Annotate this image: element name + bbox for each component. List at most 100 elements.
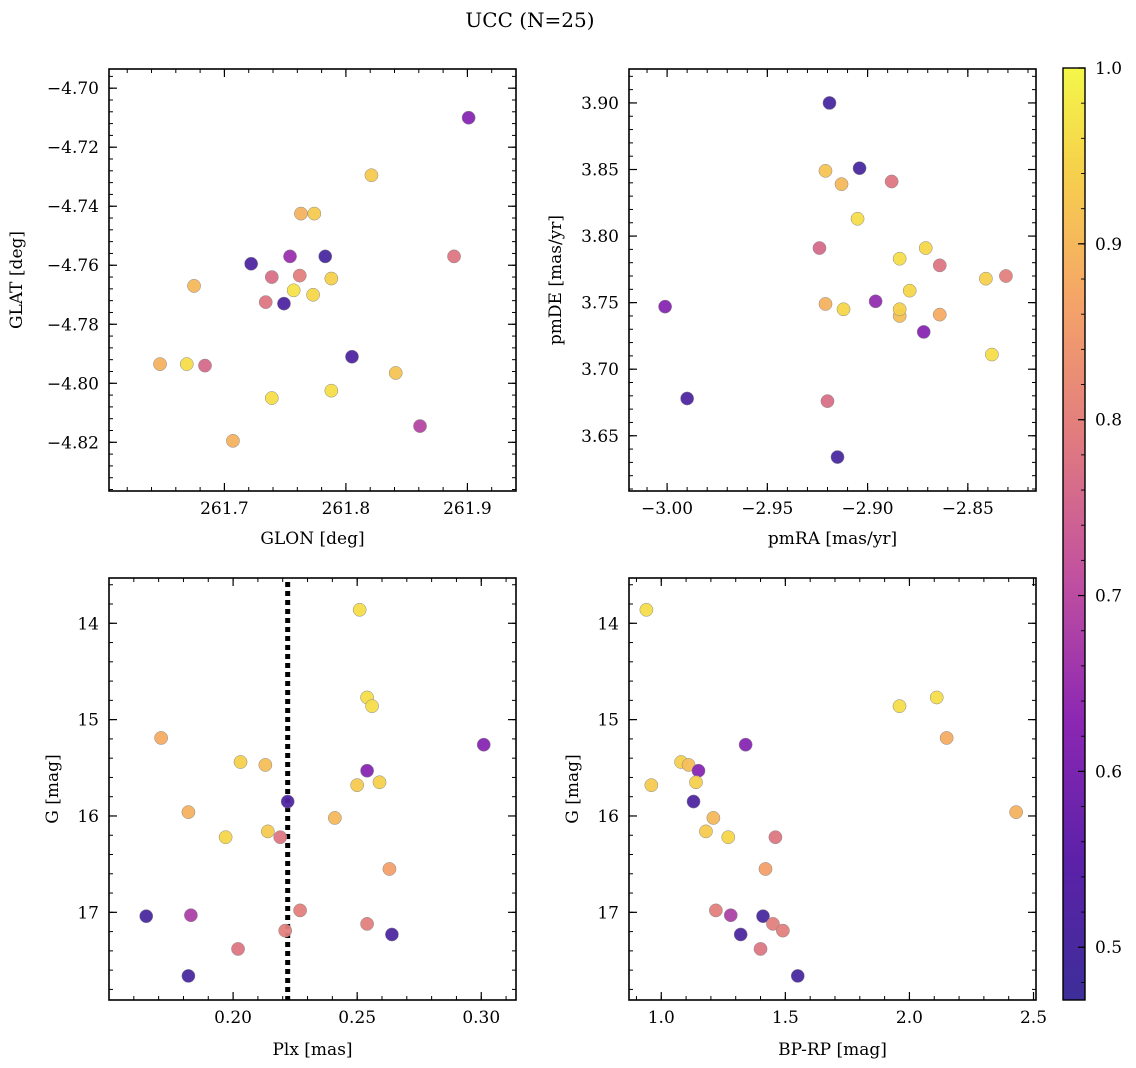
data-point xyxy=(278,923,293,938)
panel-pmra-pmde: −3.00 −2.95 −2.90 −2.85 3.65 3.70 3.75 3.80 3.85… xyxy=(546,68,1037,549)
data-point xyxy=(294,206,308,221)
data-point xyxy=(733,927,748,942)
data-point xyxy=(658,299,672,314)
data-point xyxy=(382,862,397,876)
x-tick-label: 1.0 xyxy=(648,1008,675,1028)
y-tick-label: 15 xyxy=(77,711,99,731)
data-point xyxy=(1009,805,1023,819)
data-point xyxy=(689,775,703,790)
data-point xyxy=(768,830,783,845)
x-tick-label: 0.20 xyxy=(214,1008,252,1028)
data-point xyxy=(932,307,947,322)
data-point xyxy=(461,110,476,125)
data-point xyxy=(283,249,297,264)
colorbar-ticks: 0.5 0.6 0.7 0.8 0.9 1.0 xyxy=(1078,59,1122,983)
data-point xyxy=(850,211,865,226)
y-tick-label: 14 xyxy=(77,614,99,634)
x-tick-label: −2.95 xyxy=(741,499,793,519)
y-tick-label: 15 xyxy=(597,711,619,731)
data-point xyxy=(822,96,837,110)
data-point xyxy=(812,241,827,255)
data-point xyxy=(226,433,240,448)
data-point xyxy=(916,325,931,339)
y-tick-label: −4.76 xyxy=(47,256,99,276)
data-point xyxy=(293,903,307,918)
data-point xyxy=(721,830,736,845)
scatter-points-pmra-pmde xyxy=(658,96,1013,464)
colorbar-tick-label: 0.6 xyxy=(1095,762,1122,782)
data-point xyxy=(756,909,770,924)
y-axis-label: G [mag] xyxy=(43,754,63,823)
scatter-points-glon-glat xyxy=(153,110,476,448)
data-point xyxy=(372,775,387,790)
data-point xyxy=(929,690,944,705)
data-point xyxy=(836,302,851,317)
panel-glon-glat: 261.7 261.8 261.9 −4.70 −4.72 −4.74 −4.76 −4.78… xyxy=(7,68,517,549)
data-point xyxy=(979,271,993,286)
data-point xyxy=(187,279,201,293)
x-tick-label: 2.5 xyxy=(1020,1008,1047,1028)
data-point xyxy=(985,347,999,362)
data-point xyxy=(277,296,291,311)
axes-frame xyxy=(108,577,517,1001)
data-point xyxy=(691,763,706,778)
data-point xyxy=(834,177,849,192)
data-point xyxy=(345,349,359,364)
x-tick-label: −3.00 xyxy=(641,499,693,519)
data-point xyxy=(738,737,753,752)
y-tick-label: 3.75 xyxy=(581,294,619,314)
y-tick-label: 17 xyxy=(597,903,619,923)
y-tick-label: −4.82 xyxy=(47,433,99,453)
x-tick-label: 261.8 xyxy=(322,499,371,519)
data-point xyxy=(153,357,167,371)
y-axis-label: pmDE [mas/yr] xyxy=(546,215,566,345)
axes-frame xyxy=(628,68,1037,492)
x-tick-label: 2.0 xyxy=(896,1008,923,1028)
y-tick-label: −4.70 xyxy=(47,79,99,99)
data-point xyxy=(385,927,399,942)
data-point xyxy=(818,297,833,311)
x-axis-label: Plx [mas] xyxy=(272,1040,352,1060)
colorbar-tick-label: 0.8 xyxy=(1095,411,1122,431)
data-point xyxy=(139,909,154,924)
data-point xyxy=(902,283,917,298)
data-point xyxy=(318,249,333,264)
data-point xyxy=(723,908,738,923)
data-point xyxy=(884,174,899,189)
data-point xyxy=(273,830,288,845)
panel-bprp-g: 1.0 1.5 2.0 2.5 14 15 16 17 BP-RP [mag] G [mag] xyxy=(563,577,1047,1060)
data-point xyxy=(388,366,403,380)
axis-ticks: 261.7 261.8 261.9 −4.70 −4.72 −4.74 −4.76 −4.78… xyxy=(47,69,517,519)
data-point xyxy=(680,391,694,406)
data-point xyxy=(181,805,196,819)
data-point xyxy=(818,163,833,178)
data-point xyxy=(258,295,273,309)
data-point xyxy=(766,917,780,931)
y-tick-label: 3.90 xyxy=(581,94,619,114)
axis-ticks: 1.0 1.5 2.0 2.5 14 15 16 17 xyxy=(597,578,1047,1028)
data-point xyxy=(352,602,367,617)
x-tick-label: −2.90 xyxy=(842,499,894,519)
data-point xyxy=(790,969,805,983)
data-point xyxy=(753,942,768,956)
data-point xyxy=(699,824,713,839)
y-tick-label: 17 xyxy=(77,903,99,923)
y-tick-label: 16 xyxy=(597,807,619,827)
data-point xyxy=(364,168,379,183)
data-point xyxy=(350,778,365,792)
x-axis-label: BP-RP [mag] xyxy=(778,1040,887,1060)
data-point xyxy=(868,294,883,309)
scatter-points-plx-g xyxy=(139,582,491,1000)
data-point xyxy=(758,862,773,876)
y-tick-label: −4.80 xyxy=(47,374,99,394)
data-point xyxy=(184,908,198,923)
x-tick-label: 261.9 xyxy=(443,499,492,519)
data-point xyxy=(830,450,845,464)
axis-ticks: 0.20 0.25 0.30 14 15 16 17 xyxy=(77,578,516,1028)
scatter-points-bprp-g xyxy=(639,602,1023,983)
x-axis-label: GLON [deg] xyxy=(260,529,364,549)
y-tick-label: 16 xyxy=(77,807,99,827)
data-point xyxy=(292,268,307,283)
figure-title: UCC (N=25) xyxy=(465,8,594,32)
y-tick-label: 3.70 xyxy=(581,360,619,380)
